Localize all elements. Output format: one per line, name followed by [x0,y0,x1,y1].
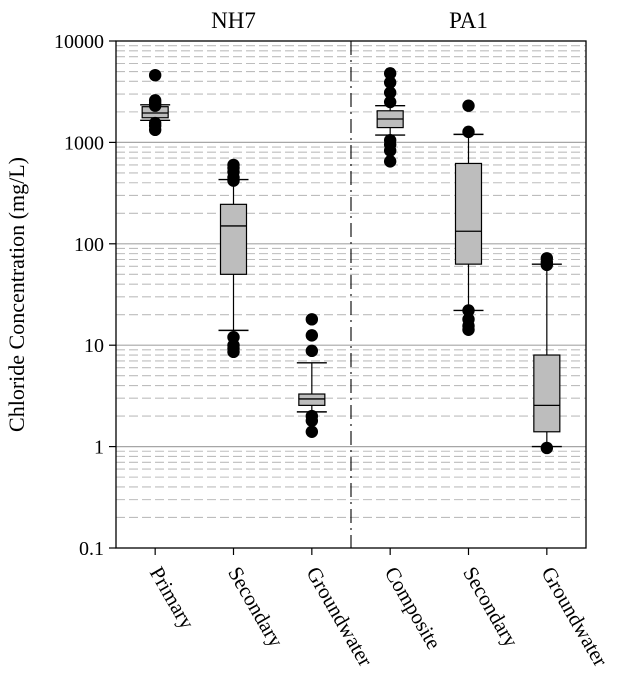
box-layer [140,67,562,455]
outlier-point [148,68,162,82]
group-label: PA1 [449,8,488,33]
box-2 [296,313,327,438]
iqr-box [533,354,561,433]
y-tick-label: 1 [94,437,104,459]
group-label: NH7 [211,8,256,33]
outlier-point [462,323,475,336]
outlier-point [383,86,397,99]
y-tick-label: 10 [84,335,104,357]
x-tick-label: Secondary [458,563,523,652]
outlier-point [383,95,397,109]
outlier-point [462,99,475,112]
outlier-point [148,99,162,112]
y-tick-label: 100 [74,234,104,256]
outlier-point [148,123,162,137]
iqr-box [298,393,326,406]
y-tick-label: 10000 [54,31,104,53]
outlier-point [383,144,397,157]
outlier-point [540,258,554,272]
y-axis-label: Chloride Concentration (mg/L) [4,157,29,432]
outlier-point [462,125,475,139]
box-5 [531,252,562,455]
box-4 [453,99,484,336]
outlier-point [540,441,554,455]
box-0 [140,68,171,137]
box-3 [375,67,406,168]
outlier-point [305,344,319,358]
outlier-point [383,155,397,168]
frame-layer [109,40,587,555]
outlier-point [383,67,397,80]
x-tick-label: Primary [145,563,200,634]
x-tick-label: Groundwater [537,563,613,671]
plot-frame [115,40,587,549]
iqr-box [219,203,248,275]
outlier-point [305,414,319,427]
box-1 [218,158,249,359]
x-tick-label: Composite [380,563,446,654]
x-tick-label: Secondary [223,563,288,652]
outlier-point [227,174,240,187]
outlier-point [305,313,319,326]
outlier-point [305,425,319,438]
x-tick-label: Groundwater [302,563,378,671]
outlier-point [227,345,240,359]
outlier-point [383,76,397,89]
iqr-box [454,162,483,265]
outlier-point [462,304,475,317]
outlier-point [305,329,319,342]
y-tick-label: 1000 [64,132,104,154]
y-tick-label: 0.1 [79,538,104,560]
